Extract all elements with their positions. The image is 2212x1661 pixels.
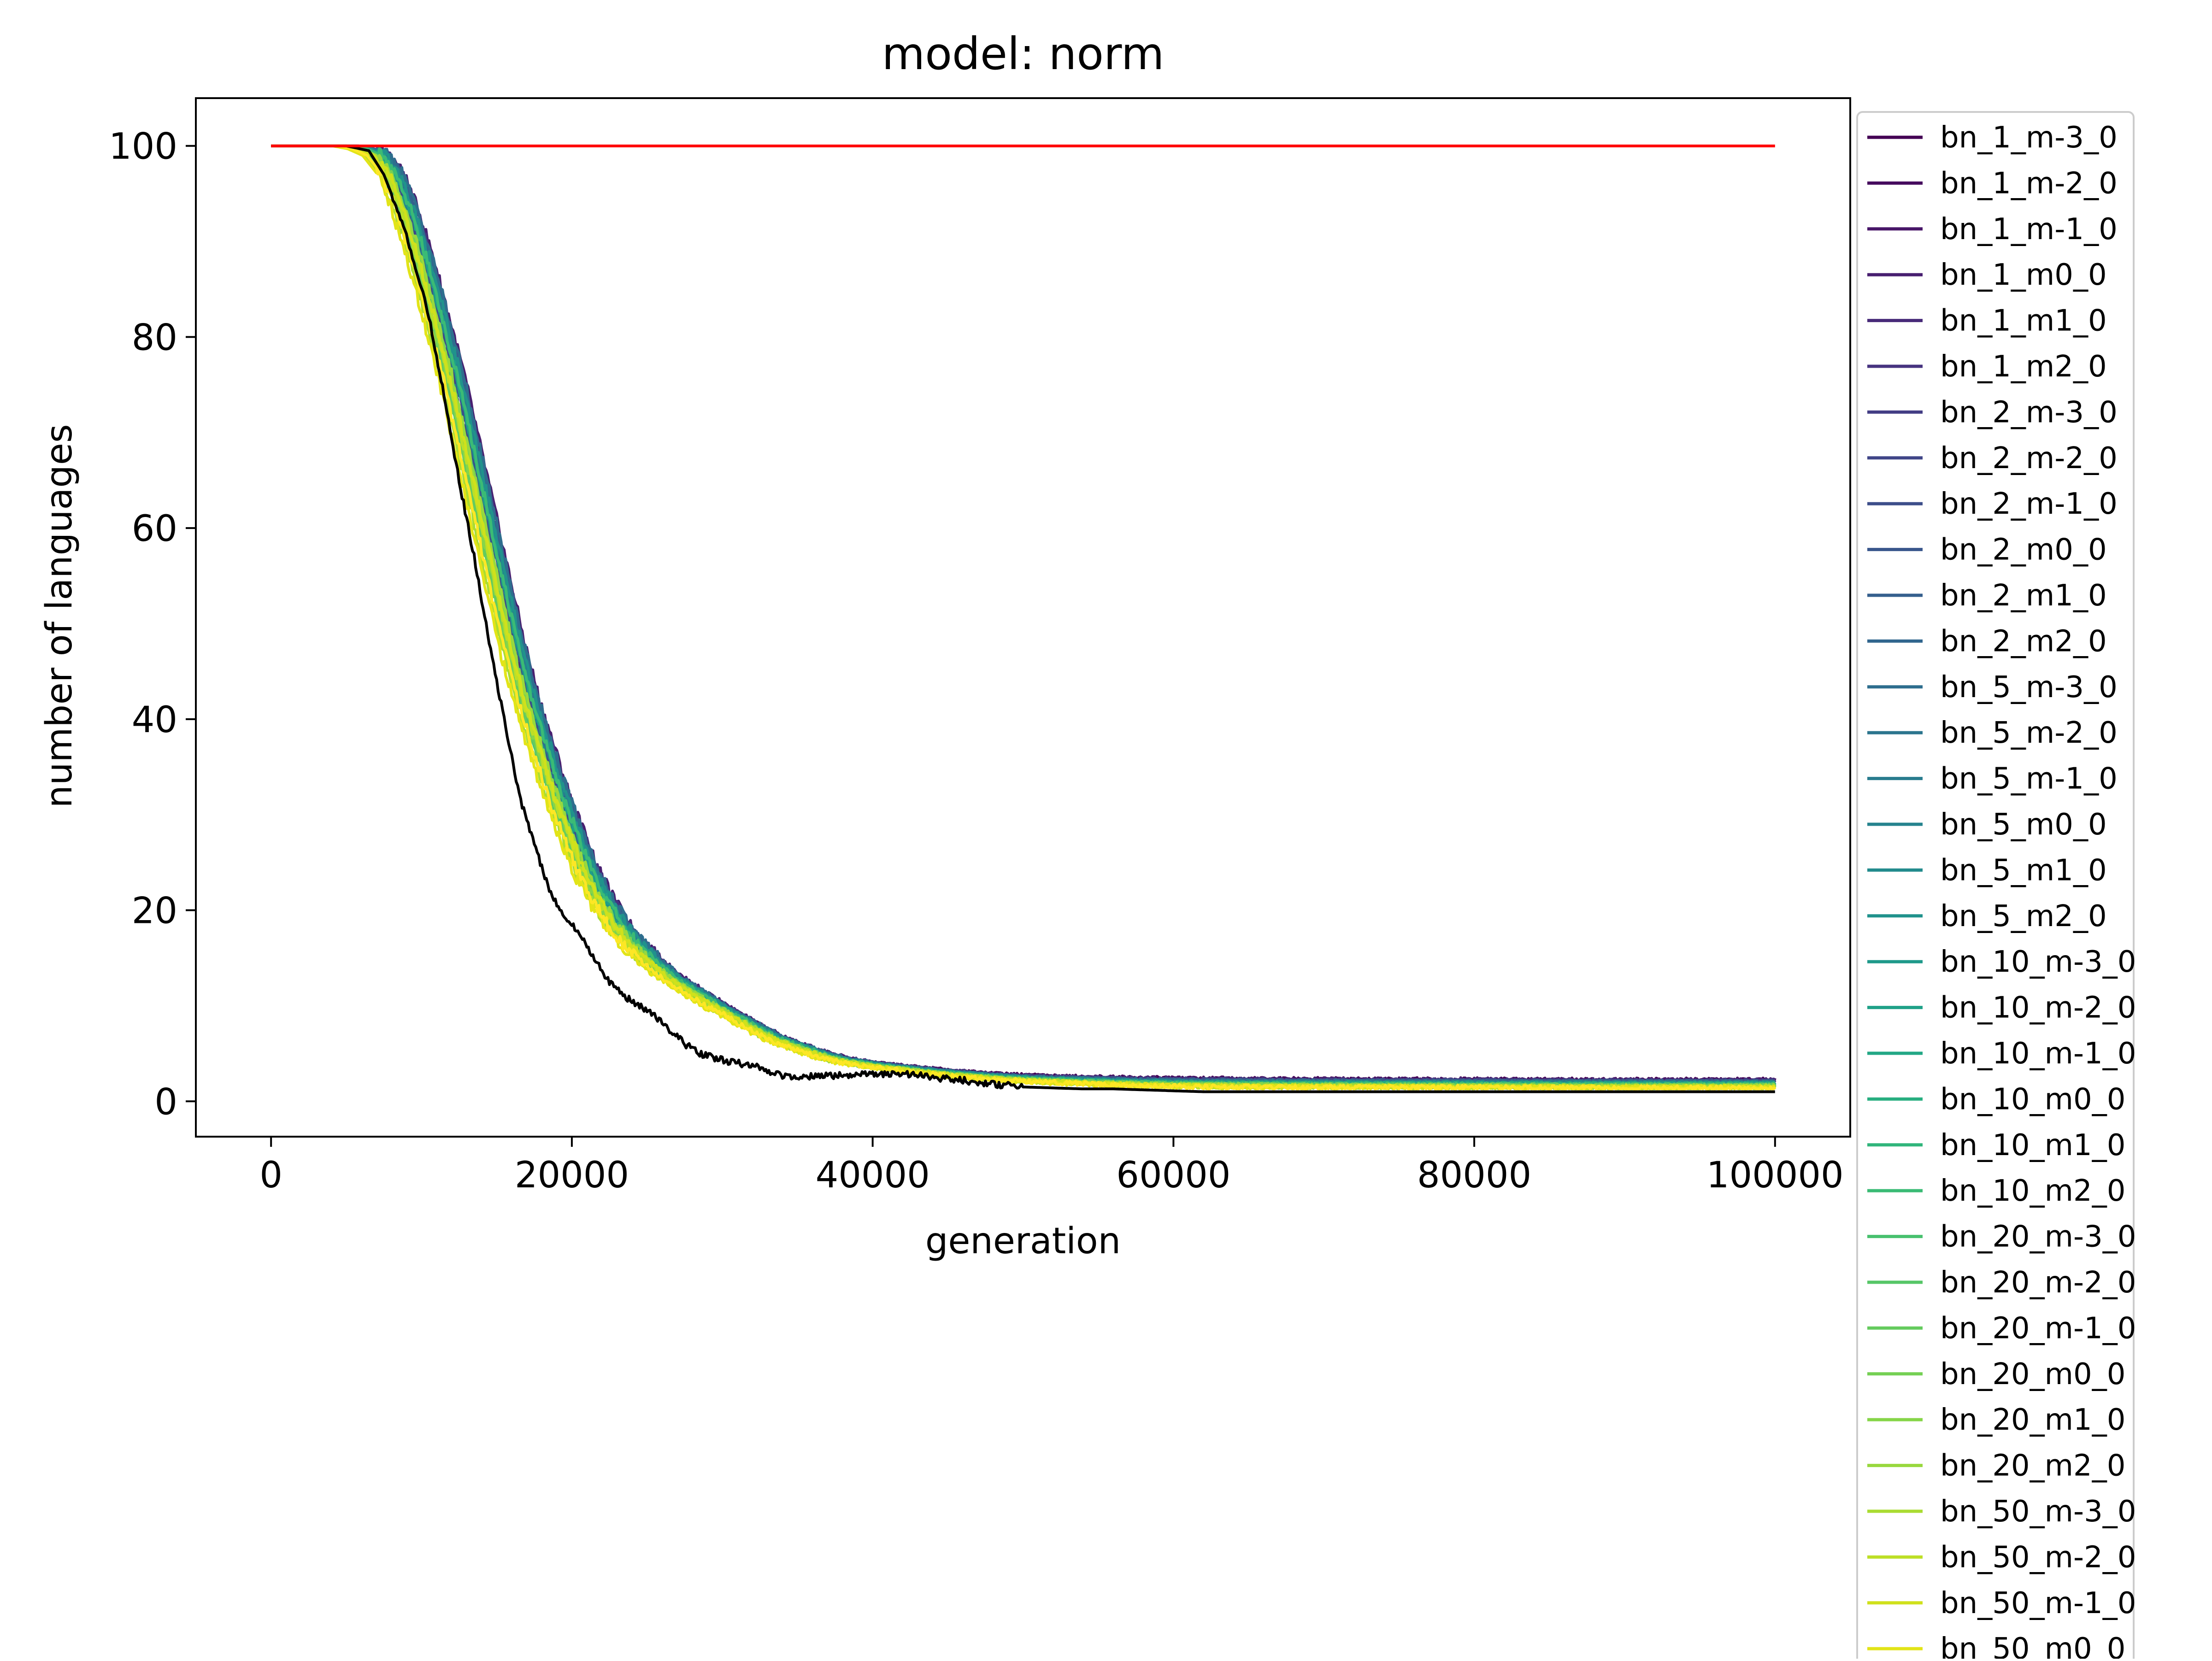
x-tick-label: 60000: [1116, 1155, 1230, 1196]
legend-label: bn_2_m-3_0: [1940, 395, 2118, 429]
legend-label: bn_5_m2_0: [1940, 899, 2107, 933]
x-tick-label: 100000: [1706, 1155, 1844, 1196]
legend-label: bn_1_m-2_0: [1940, 166, 2118, 200]
y-axis-label: number of languages: [39, 424, 80, 808]
legend-label: bn_50_m0_0: [1940, 1632, 2125, 1659]
legend-label: bn_50_m-2_0: [1940, 1540, 2136, 1574]
series-line-35: [271, 144, 1775, 1093]
x-axis-label: generation: [925, 1221, 1121, 1262]
x-tick-label: 20000: [515, 1155, 629, 1196]
legend-label: bn_5_m-3_0: [1940, 670, 2118, 704]
legend-label: bn_1_m2_0: [1940, 350, 2107, 384]
legend-label: bn_1_m-1_0: [1940, 212, 2118, 247]
y-tick-label: 100: [109, 126, 177, 168]
legend-label: bn_2_m0_0: [1940, 533, 2107, 567]
x-axis-ticks: 0 20000 40000 60000 80000 100000: [259, 1137, 1844, 1196]
plot-frame: [195, 97, 1851, 1138]
legend-label: bn_50_m-1_0: [1940, 1586, 2136, 1620]
chart-title: model: norm: [882, 28, 1165, 80]
legend-label: bn_1_m-3_0: [1940, 121, 2118, 155]
plot-lines: [271, 144, 1777, 1093]
legend-label: bn_20_m-1_0: [1940, 1311, 2136, 1345]
legend-label: bn_5_m-1_0: [1940, 762, 2118, 796]
legend-label: bn_20_m-2_0: [1940, 1266, 2136, 1300]
legend-label: bn_2_m1_0: [1940, 579, 2107, 613]
x-tick-label: 0: [259, 1155, 282, 1196]
legend-label: bn_2_m-2_0: [1940, 441, 2118, 475]
legend-label: bn_20_m0_0: [1940, 1357, 2125, 1391]
legend-label: bn_20_m2_0: [1940, 1449, 2125, 1483]
x-tick-label: 40000: [816, 1155, 930, 1196]
legend-label: bn_1_m0_0: [1940, 258, 2107, 292]
y-tick-label: 20: [132, 891, 177, 932]
y-tick-label: 80: [132, 317, 177, 358]
legend-label: bn_10_m2_0: [1940, 1174, 2125, 1208]
legend-label: bn_5_m-2_0: [1940, 716, 2118, 750]
legend-label: bn_20_m-3_0: [1940, 1220, 2136, 1254]
legend-label: bn_1_m1_0: [1940, 304, 2107, 338]
legend-label: bn_5_m1_0: [1940, 853, 2107, 887]
y-tick-label: 40: [132, 699, 177, 741]
legend: bn_1_m-3_0 bn_1_m-2_0 bn_1_m-1_0 bn_1_m0_0b…: [1856, 111, 2136, 1661]
legend-label: bn_20_m1_0: [1940, 1403, 2125, 1437]
legend-label: bn_50_m-3_0: [1940, 1495, 2136, 1529]
legend-label: bn_10_m-1_0: [1940, 1037, 2136, 1071]
y-axis-ticks: 0 20 40 60 80 100: [109, 126, 196, 1123]
legend-label: bn_10_m0_0: [1940, 1082, 2125, 1116]
legend-label: bn_10_m1_0: [1940, 1128, 2125, 1162]
legend-label: bn_2_m2_0: [1940, 624, 2107, 658]
legend-box: [1856, 111, 2135, 1661]
legend-label: bn_10_m-2_0: [1940, 991, 2136, 1025]
x-tick-label: 80000: [1417, 1155, 1531, 1196]
y-tick-label: 0: [154, 1081, 177, 1123]
legend-label: bn_2_m-1_0: [1940, 487, 2118, 521]
legend-label: bn_10_m-3_0: [1940, 945, 2136, 979]
legend-label: bn_5_m0_0: [1940, 808, 2107, 842]
y-tick-label: 60: [132, 508, 177, 550]
series-line-34: [271, 144, 1777, 1091]
